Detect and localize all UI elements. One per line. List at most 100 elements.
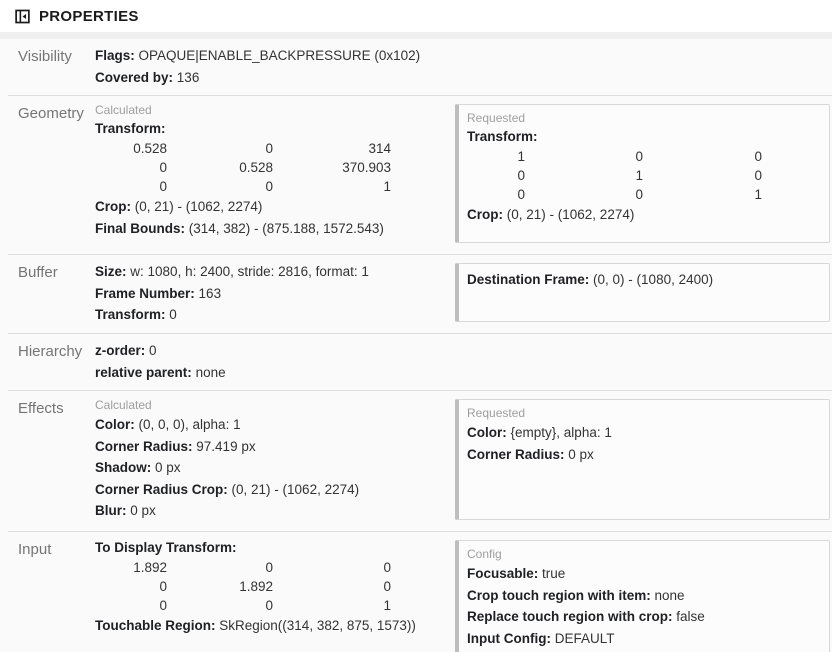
matrix-cell: 0 [383, 560, 391, 575]
section-input: Input To Display Transform: 1.892 0 0 0 … [0, 532, 832, 652]
color-value: {empty}, alpha: 1 [510, 425, 612, 440]
covered-by-property: Covered by: 136 [95, 67, 832, 89]
matrix-cell: 0 [517, 168, 525, 183]
matrix-cell: 0 [159, 179, 167, 194]
matrix-cell: 0 [517, 187, 525, 202]
input-config-column: Config Focusable: true Crop touch region… [447, 532, 832, 652]
corner-radius-label: Corner Radius: [95, 438, 193, 454]
calculated-transform-matrix: 0.528 0 314 0 0.528 370.903 0 0 1 [95, 139, 447, 196]
matrix-cell: 1.892 [133, 560, 167, 575]
crop-label: Crop: [467, 207, 503, 222]
buffer-transform-label: Transform: [95, 307, 166, 322]
crop-property: Crop: (0, 21) - (1062, 2274) [467, 204, 821, 226]
geometry-requested-box: Requested Transform: 1 0 0 0 1 0 0 0 1 C… [455, 104, 830, 243]
group-label-requested: Requested [467, 111, 526, 125]
blur-label: Blur: [95, 503, 127, 518]
visibility-content: Flags: OPAQUE|ENABLE_BACKPRESSURE (0x102… [95, 39, 832, 96]
frame-number-label: Frame Number: [95, 285, 195, 301]
relative-parent-value: none [195, 364, 226, 380]
transform-property: Transform: [95, 119, 447, 139]
crop-value: (0, 21) - (1062, 2274) [506, 207, 635, 222]
transform-label: Transform: [467, 129, 538, 144]
section-visibility: Visibility Flags: OPAQUE|ENABLE_BACKPRES… [0, 39, 832, 96]
touchable-region-property: Touchable Region: SkRegion((314, 382, 87… [95, 615, 447, 637]
replace-touch-region-property: Replace touch region with crop: false [467, 606, 821, 628]
corner-radius-property: Corner Radius: 0 px [467, 444, 821, 466]
section-label: Visibility [18, 48, 72, 65]
effects-requested-column: Requested Color: {empty}, alpha: 1 Corne… [447, 391, 832, 532]
section-geometry: Geometry Calculated Transform: 0.528 0 3… [0, 96, 832, 255]
section-label: Input [18, 541, 52, 558]
matrix-cell: 0 [383, 579, 391, 594]
z-order-property: z-order: 0 [95, 340, 832, 362]
matrix-cell: 1 [635, 168, 643, 183]
corner-radius-crop-value: (0, 21) - (1062, 2274) [231, 481, 360, 497]
corner-radius-property: Corner Radius: 97.419 px [95, 436, 447, 458]
to-display-transform-property: To Display Transform: [95, 538, 447, 558]
color-property: Color: {empty}, alpha: 1 [467, 422, 821, 444]
final-bounds-label: Final Bounds: [95, 220, 185, 236]
geometry-requested-column: Requested Transform: 1 0 0 0 1 0 0 0 1 C… [447, 96, 832, 255]
input-config-property: Input Config: DEFAULT [467, 628, 821, 650]
final-bounds-property: Final Bounds: (314, 382) - (875.188, 157… [95, 218, 447, 240]
flags-value: OPAQUE|ENABLE_BACKPRESSURE (0x102) [138, 48, 421, 63]
size-label: Size: [95, 264, 127, 279]
input-content: To Display Transform: 1.892 0 0 0 1.892 … [95, 532, 447, 645]
touchable-region-value: SkRegion((314, 382, 875, 1573)) [219, 618, 416, 633]
matrix-cell: 0 [265, 179, 273, 194]
corner-radius-crop-property: Corner Radius Crop: (0, 21) - (1062, 227… [95, 479, 447, 501]
focusable-value: true [542, 566, 566, 581]
color-value: (0, 0, 0), alpha: 1 [138, 417, 241, 432]
replace-touch-region-label: Replace touch region with crop: [467, 609, 673, 624]
matrix-cell: 0 [265, 141, 273, 156]
matrix-cell: 0.528 [133, 141, 167, 156]
buffer-transform-property: Transform: 0 [95, 304, 447, 326]
size-property: Size: w: 1080, h: 2400, stride: 2816, fo… [95, 261, 447, 283]
matrix-cell: 0 [635, 149, 643, 164]
section-label: Effects [18, 400, 64, 417]
to-display-transform-matrix: 1.892 0 0 0 1.892 0 0 0 1 [95, 558, 447, 615]
section-hierarchy: Hierarchy z-order: 0 relative parent: no… [0, 334, 832, 391]
matrix-cell: 1 [517, 149, 525, 164]
section-label: Hierarchy [18, 343, 83, 360]
destination-frame-property: Destination Frame: (0, 0) - (1080, 2400) [467, 269, 821, 291]
input-config-label: Input Config: [467, 630, 551, 646]
section-buffer: Buffer Size: w: 1080, h: 2400, stride: 2… [0, 255, 832, 334]
matrix-cell: 370.903 [342, 160, 391, 175]
matrix-cell: 1 [383, 598, 391, 613]
covered-by-link[interactable]: 136 [176, 69, 200, 85]
matrix-cell: 1 [383, 179, 391, 194]
input-config-value: DEFAULT [554, 630, 615, 646]
matrix-cell: 0 [159, 579, 167, 594]
group-label-config: Config [467, 547, 502, 561]
effects-calculated: Calculated Color: (0, 0, 0), alpha: 1 Co… [95, 391, 447, 530]
matrix-cell: 0 [754, 149, 762, 164]
properties-header: PROPERTIES [0, 0, 832, 32]
header-divider [0, 32, 832, 39]
section-effects: Effects Calculated Color: (0, 0, 0), alp… [0, 391, 832, 532]
matrix-cell: 0 [635, 187, 643, 202]
buffer-transform-value: 0 [169, 307, 177, 322]
to-display-transform-label: To Display Transform: [95, 540, 237, 555]
destination-frame-label: Destination Frame: [467, 272, 590, 287]
blur-value: 0 px [130, 503, 156, 518]
color-label: Color: [95, 417, 135, 432]
destination-frame-box: Destination Frame: (0, 0) - (1080, 2400) [455, 263, 830, 322]
matrix-cell: 0 [265, 598, 273, 613]
panel-toggle-icon[interactable] [13, 7, 31, 25]
crop-touch-region-property: Crop touch region with item: none [467, 585, 821, 607]
crop-label: Crop: [95, 199, 131, 214]
matrix-cell: 0 [159, 598, 167, 613]
matrix-cell: 1.892 [239, 579, 273, 594]
group-label-calculated: Calculated [95, 103, 152, 117]
buffer-right-column: Destination Frame: (0, 0) - (1080, 2400) [447, 255, 832, 334]
blur-property: Blur: 0 px [95, 500, 447, 522]
input-config-box: Config Focusable: true Crop touch region… [455, 540, 830, 652]
flags-property: Flags: OPAQUE|ENABLE_BACKPRESSURE (0x102… [95, 45, 832, 67]
replace-touch-region-value: false [676, 609, 705, 624]
matrix-cell: 314 [368, 141, 391, 156]
z-order-value: 0 [149, 343, 157, 358]
corner-radius-value: 0 px [568, 446, 594, 462]
group-label-requested: Requested [467, 406, 526, 420]
crop-touch-region-value: none [654, 587, 685, 603]
